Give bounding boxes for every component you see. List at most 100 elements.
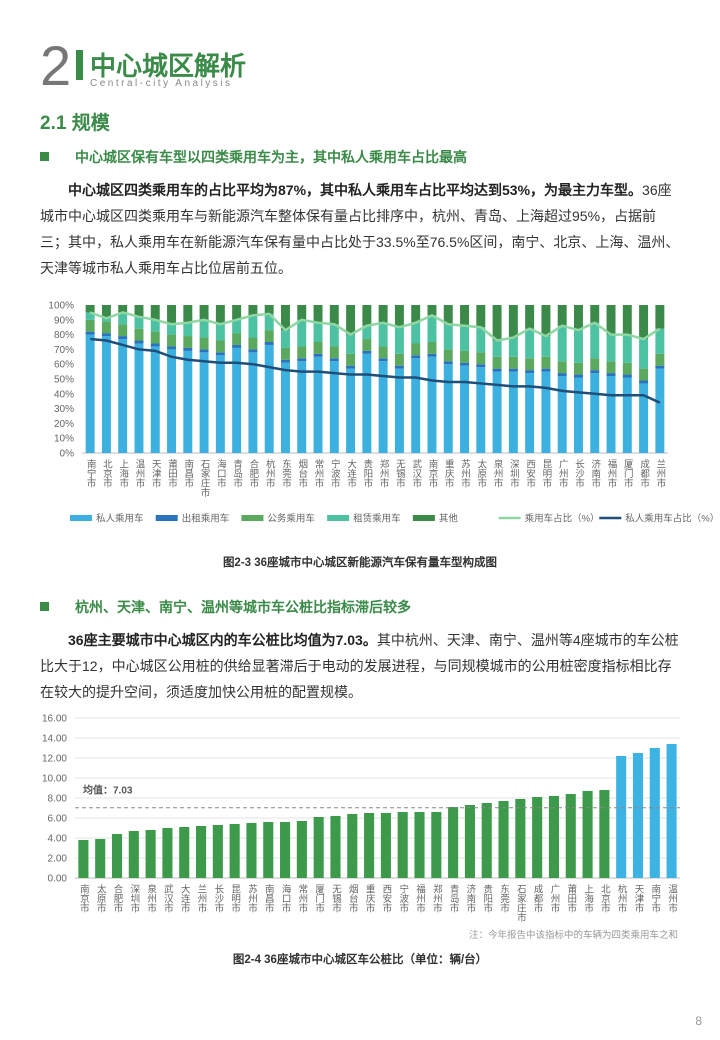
bar-segment — [134, 340, 144, 344]
bar-segment — [248, 315, 258, 338]
x-tick-label: 莆田市 — [166, 458, 178, 488]
bar-segment — [460, 350, 470, 363]
x-tick-label: 兰州市 — [196, 883, 208, 913]
bar-segment — [655, 305, 665, 329]
y-tick-label: 50% — [54, 375, 74, 386]
x-tick-label: 贵阳市 — [361, 458, 373, 488]
bar-segment — [639, 339, 649, 369]
bar — [565, 794, 576, 878]
x-tick-label: 重庆市 — [364, 883, 376, 913]
y-tick-label: 0% — [60, 449, 75, 460]
bar-segment — [362, 325, 372, 340]
bar-segment — [606, 334, 616, 362]
bar-segment — [443, 361, 453, 365]
bar-segment — [101, 321, 111, 334]
bar-segment — [639, 368, 649, 381]
bar-segment — [362, 350, 372, 354]
caption: 图2-4 36座城市中心城区车公桩比（单位：辆/台） — [232, 954, 488, 966]
x-tick-label: 莆田市 — [565, 883, 577, 913]
x-tick-label: 无锡市 — [330, 884, 342, 913]
x-tick-label: 厦门市 — [313, 884, 325, 913]
bar-segment — [346, 305, 356, 335]
bar-segment — [215, 340, 225, 353]
bar-segment — [460, 325, 470, 351]
bar-segment — [329, 358, 339, 362]
bar — [145, 830, 156, 878]
bar-segment — [655, 365, 665, 369]
bold-text: 36座主要城市中心城区内的车公桩比均值为7.03。 — [68, 632, 377, 648]
bar-segment — [150, 346, 160, 453]
heading: 中心城区保有车型以四类乘用车为主，其中私人乘用车占比最高 — [40, 147, 467, 167]
bar-segment — [525, 328, 535, 359]
y-tick-label: 6.00 — [48, 814, 68, 825]
average-label-text: 均值： — [83, 784, 113, 797]
x-tick-label: 南宁市 — [85, 458, 97, 488]
x-tick-label: 深圳市 — [128, 884, 140, 913]
x-tick-label: 福州市 — [606, 458, 618, 488]
bar-segment — [346, 365, 356, 369]
bar-segment — [590, 322, 600, 359]
bar — [632, 753, 644, 878]
x-tick-label: 烟台市 — [347, 883, 359, 913]
bar-segment — [460, 365, 470, 453]
bar — [532, 797, 543, 878]
bar-segment — [264, 313, 274, 331]
bar-segment — [492, 371, 502, 453]
bar — [431, 812, 442, 878]
bar — [229, 824, 240, 878]
bar-segment — [297, 319, 307, 347]
bar — [515, 799, 526, 878]
bar-segment — [232, 333, 242, 345]
bar-segment — [280, 362, 290, 453]
x-tick-label: 重庆市 — [443, 458, 455, 488]
bar-segment — [525, 305, 535, 329]
bar — [414, 812, 425, 878]
y-tick-label: 100% — [48, 301, 74, 312]
bar-segment — [378, 358, 388, 362]
x-tick-label: 常州市 — [313, 458, 325, 488]
bar-segment — [167, 349, 177, 453]
bar-segment — [378, 322, 388, 347]
bar-segment — [557, 361, 567, 374]
bar-segment — [639, 383, 649, 453]
y-tick-label: 8.00 — [48, 794, 68, 805]
x-tick-label: 石家庄市 — [199, 459, 211, 498]
bar-segment — [655, 328, 665, 354]
page-number: 8 — [695, 1014, 702, 1028]
x-tick-label: 合肥市 — [112, 883, 124, 913]
bar-segment — [199, 305, 209, 320]
bar-segment — [541, 305, 551, 337]
bar-segment — [232, 319, 242, 334]
bar-segment — [606, 376, 616, 453]
y-tick-label: 70% — [54, 345, 74, 356]
bar-segment — [118, 312, 128, 325]
bar-segment — [508, 371, 518, 453]
bar-segment — [134, 316, 144, 329]
bar-segment — [590, 358, 600, 371]
bar-segment — [460, 362, 470, 366]
x-tick-label: 上海市 — [582, 884, 594, 913]
x-tick-label: 温州市 — [133, 459, 145, 488]
x-tick-label: 青岛市 — [231, 458, 243, 488]
bar-segment — [508, 368, 518, 372]
bar — [582, 791, 593, 878]
bar-segment — [427, 342, 437, 354]
bar-segment — [573, 330, 583, 363]
bar-segment — [411, 355, 421, 359]
bar-segment — [346, 368, 356, 453]
bar-segment — [150, 305, 160, 320]
legend-label: 出租乘用车 — [182, 513, 230, 525]
x-tick-label: 成都市 — [532, 883, 544, 913]
text: 其中杭州、天津、南宁、温州等4座城市的车公桩比大于12，中心城区公用桩的供给显著… — [40, 632, 679, 700]
bar-segment — [297, 361, 307, 453]
x-tick-label: 北京市 — [101, 459, 113, 488]
bar-segment — [150, 343, 160, 347]
x-tick-label: 天津市 — [632, 884, 644, 913]
bar-segment — [606, 361, 616, 374]
bar-segment — [346, 334, 356, 354]
bar-segment — [411, 358, 421, 453]
bar-segment — [525, 373, 535, 453]
x-tick-label: 郑州市 — [431, 883, 443, 913]
